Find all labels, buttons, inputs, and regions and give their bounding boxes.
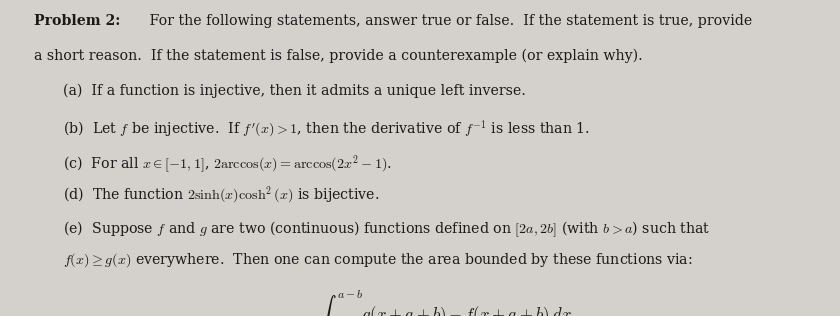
Text: (c)  For all $x \in [-1, 1]$, $2\arccos(x) = \arccos(2x^2 - 1)$.: (c) For all $x \in [-1, 1]$, $2\arccos(x… [63,153,392,176]
Text: For the following statements, answer true or false.  If the statement is true, p: For the following statements, answer tru… [145,14,753,28]
Text: (b)  Let $f$ be injective.  If $f'(x) > 1$, then the derivative of $f^{-1}$ is l: (b) Let $f$ be injective. If $f'(x) > 1$… [63,118,591,140]
Text: $f(x) \geq g(x)$ everywhere.  Then one can compute the area bounded by these fun: $f(x) \geq g(x)$ everywhere. Then one ca… [63,251,693,269]
Text: (d)  The function $2\sinh(x)\cosh^2(x)$ is bijective.: (d) The function $2\sinh(x)\cosh^2(x)$ i… [63,185,380,206]
Text: (a)  If a function is injective, then it admits a unique left inverse.: (a) If a function is injective, then it … [63,84,526,98]
Text: a short reason.  If the statement is false, provide a counterexample (or explain: a short reason. If the statement is fals… [34,49,643,64]
Text: Problem 2:: Problem 2: [34,14,120,28]
Text: (e)  Suppose $f$ and $g$ are two (continuous) functions defined on $[2a, 2b]$ (w: (e) Suppose $f$ and $g$ are two (continu… [63,220,711,239]
Text: $\int_{b-a}^{a-b} g(x+a+b) - f(x+a+b)\; dx.$: $\int_{b-a}^{a-b} g(x+a+b) - f(x+a+b)\; … [319,288,576,316]
